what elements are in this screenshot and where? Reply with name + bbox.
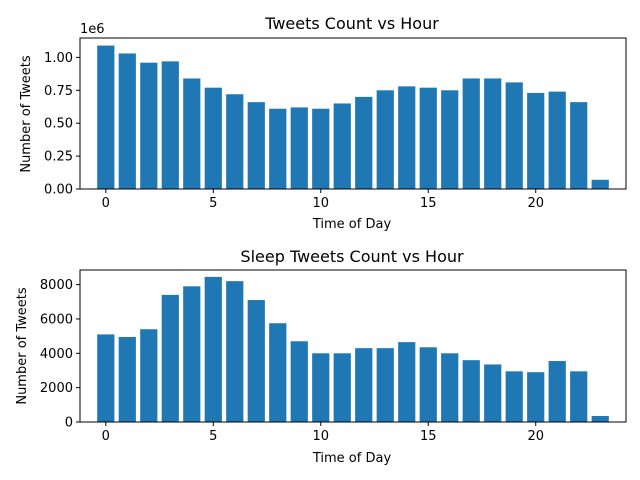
x-tick-label: 10	[312, 429, 329, 444]
bar-hour-0	[97, 45, 115, 189]
bar-hour-16	[441, 90, 459, 189]
bar-hour-0	[97, 334, 115, 422]
x-tick-label: 5	[209, 196, 217, 211]
plot-frame	[79, 269, 627, 423]
bar-hour-4	[183, 286, 201, 422]
y-tick-label: 0.00	[44, 183, 73, 198]
x-tick-label: 20	[527, 196, 544, 211]
y-axis-label: Number of Tweets	[15, 287, 30, 405]
bar-hour-8	[269, 323, 287, 422]
bar-hour-2	[140, 62, 158, 189]
x-ticks: 0 5 10 15 20	[102, 189, 544, 211]
plot-frame	[79, 37, 627, 190]
bar-hour-17	[462, 78, 480, 189]
bar-hour-18	[484, 364, 502, 422]
bar-hour-3	[161, 294, 179, 422]
bar-hour-21	[548, 361, 566, 422]
bar-hour-20	[527, 372, 545, 422]
bar-hour-20	[527, 92, 545, 189]
y-axis-offset-label: 1e6	[80, 22, 105, 37]
y-tick-label: 8000	[40, 278, 73, 293]
y-tick-label: 2000	[40, 381, 73, 396]
bar-hour-7	[247, 300, 265, 422]
bar-hour-16	[441, 353, 459, 422]
y-tick-label: 4000	[40, 347, 73, 362]
y-tick-label: 1.00	[44, 51, 73, 66]
bar-hour-15	[419, 87, 437, 189]
bar-hour-6	[226, 94, 244, 189]
x-tick-label: 15	[420, 196, 437, 211]
bar-hour-17	[462, 360, 480, 422]
x-tick-label: 20	[527, 429, 544, 444]
bar-hour-22	[570, 102, 588, 189]
tweets-count-chart: Tweets Count vs Hour 1e6 0 5 10 15 20 0.000.…	[19, 14, 627, 232]
bar-hour-5	[204, 87, 222, 189]
bar-hour-10	[312, 353, 330, 422]
y-ticks: 0.00 0.25 0.50 0.75 1.00	[44, 51, 80, 198]
chart-title: Tweets Count vs Hour	[264, 14, 439, 33]
sleep-tweets-count-chart: Sleep Tweets Count vs Hour 0 5 10 15 20 0 200…	[15, 247, 627, 466]
chart-title: Sleep Tweets Count vs Hour	[240, 247, 464, 266]
x-tick-label: 10	[312, 196, 329, 211]
bar-hour-21	[548, 91, 566, 189]
bar-hour-23	[591, 179, 609, 189]
bar-hour-19	[505, 371, 523, 422]
bar-hour-1	[118, 53, 136, 190]
bar-hour-5	[204, 276, 222, 422]
x-tick-label: 15	[420, 429, 437, 444]
y-tick-label: 0	[65, 416, 73, 431]
bar-hour-13	[376, 348, 394, 422]
bar-hour-2	[140, 329, 158, 422]
bar-hour-12	[355, 348, 373, 422]
y-axis-label: Number of Tweets	[19, 55, 34, 173]
bar-hour-1	[118, 336, 136, 422]
bar-hour-23	[591, 415, 609, 422]
bar-hour-4	[183, 78, 201, 189]
bar-hour-3	[161, 61, 179, 189]
bar-hour-22	[570, 371, 588, 422]
bar-hour-6	[226, 281, 244, 422]
x-axis-label: Time of Day	[312, 451, 392, 466]
bar-hour-10	[312, 108, 330, 189]
y-tick-label: 0.75	[44, 84, 73, 99]
x-ticks: 0 5 10 15 20	[102, 422, 544, 444]
bar-hour-9	[290, 107, 308, 189]
bar-hour-8	[269, 108, 287, 189]
bars	[97, 45, 609, 190]
bar-hour-14	[398, 86, 416, 189]
y-tick-label: 0.50	[44, 117, 73, 132]
y-tick-label: 0.25	[44, 150, 73, 165]
bar-hour-12	[355, 96, 373, 189]
bar-hour-19	[505, 82, 523, 189]
x-tick-label: 0	[102, 196, 110, 211]
x-axis-label: Time of Day	[312, 217, 392, 232]
bar-hour-11	[333, 103, 351, 189]
bar-hour-18	[484, 78, 502, 189]
bar-hour-14	[398, 342, 416, 422]
bar-hour-11	[333, 353, 351, 422]
y-tick-label: 6000	[40, 312, 73, 327]
x-tick-label: 0	[102, 429, 110, 444]
bar-hour-9	[290, 341, 308, 422]
y-ticks: 0 2000 4000 6000 8000	[40, 278, 80, 431]
bar-hour-7	[247, 102, 265, 189]
bar-hour-15	[419, 347, 437, 422]
x-tick-label: 5	[209, 429, 217, 444]
bar-hour-13	[376, 90, 394, 189]
bars	[97, 276, 609, 422]
